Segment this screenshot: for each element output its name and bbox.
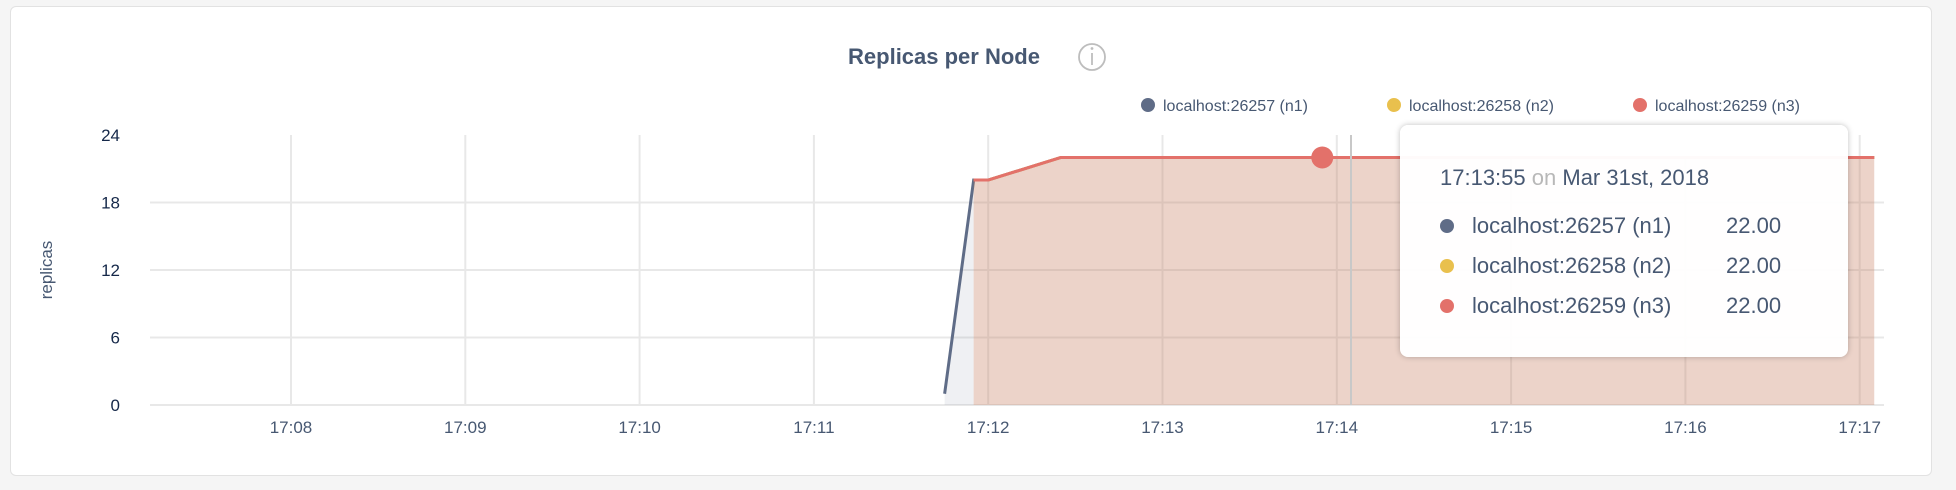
tooltip-row: localhost:26257 (n1) 22.00 — [1440, 211, 1781, 241]
tooltip-series-name: localhost:26259 (n3) — [1472, 293, 1672, 318]
tooltip-series-name: localhost:26258 (n2) — [1472, 253, 1672, 278]
tooltip-row: localhost:26259 (n3) 22.00 — [1440, 291, 1781, 321]
x-tick-label: 17:12 — [967, 418, 1010, 437]
tooltip-series-value: 22.00 — [1726, 213, 1782, 238]
tooltip-time: 17:13:55 — [1440, 165, 1526, 190]
legend-label: localhost:26257 (n1) — [1163, 98, 1308, 115]
legend-dot-icon — [1387, 98, 1401, 112]
y-tick-label: 24 — [101, 126, 120, 145]
tooltip-on: on — [1531, 165, 1557, 190]
tooltip-row: localhost:26258 (n2) 22.00 — [1440, 251, 1781, 281]
series-dot-icon — [1440, 299, 1454, 313]
x-tick-label: 17:13 — [1141, 418, 1184, 437]
tooltip-date: Mar 31st, 2018 — [1562, 165, 1710, 190]
x-tick-label: 17:08 — [270, 418, 313, 437]
legend-item[interactable]: localhost:26259 (n3) — [1633, 98, 1800, 115]
tooltip-header: 17:13:55 on Mar 31st, 2018 — [1440, 165, 1709, 191]
legend-label: localhost:26259 (n3) — [1655, 98, 1800, 115]
x-tick-label: 17:16 — [1664, 418, 1707, 437]
y-axis-label: replicas — [37, 241, 56, 300]
x-tick-label: 17:17 — [1838, 418, 1881, 437]
x-tick-label: 17:15 — [1490, 418, 1533, 437]
legend-item[interactable]: localhost:26257 (n1) — [1141, 98, 1308, 115]
x-tick-label: 17:09 — [444, 418, 487, 437]
y-tick-label: 12 — [101, 261, 120, 280]
series-dot-icon — [1440, 219, 1454, 233]
legend-item[interactable]: localhost:26258 (n2) — [1387, 98, 1554, 115]
tooltip-series-value: 22.00 — [1726, 293, 1782, 318]
y-tick-label: 0 — [111, 396, 120, 415]
series-dot-icon — [1440, 259, 1454, 273]
tooltip-series-name: localhost:26257 (n1) — [1472, 213, 1672, 238]
y-tick-label: 6 — [111, 329, 120, 348]
x-tick-label: 17:11 — [793, 418, 834, 437]
x-tick-label: 17:10 — [618, 418, 661, 437]
y-tick-label: 18 — [101, 194, 120, 213]
legend-dot-icon — [1141, 98, 1155, 112]
x-tick-label: 17:14 — [1316, 418, 1359, 437]
chart-tooltip: 17:13:55 on Mar 31st, 2018 localhost:262… — [1400, 125, 1848, 357]
hover-point — [1311, 146, 1334, 169]
tooltip-series-value: 22.00 — [1726, 253, 1782, 278]
info-circle-icon[interactable] — [1078, 43, 1106, 71]
chart-title: Replicas per Node — [848, 44, 1040, 69]
legend-label: localhost:26258 (n2) — [1409, 98, 1554, 115]
legend-dot-icon — [1633, 98, 1647, 112]
